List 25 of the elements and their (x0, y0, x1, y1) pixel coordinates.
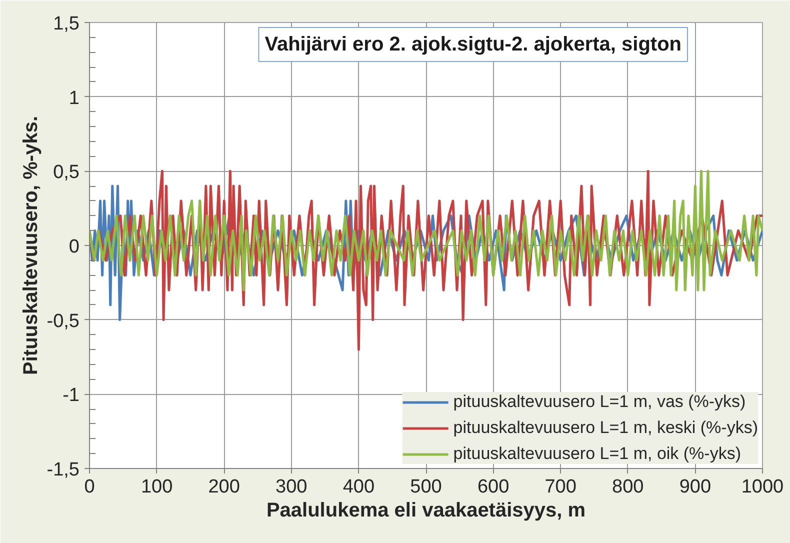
x-tick-label: 600 (477, 476, 510, 498)
legend-label: pituuskaltevuusero L=1 m, oik (%-yks) (453, 444, 741, 464)
x-tick-label: 400 (342, 476, 375, 498)
x-tick-label: 100 (140, 476, 173, 498)
x-tick-label: 0 (84, 476, 95, 498)
y-axis-title: Pituuskaltevuusero, %-yks. (20, 116, 42, 375)
x-axis-title: Paalulukema eli vaakaetäisyys, m (266, 500, 586, 522)
y-tick-label: -1,5 (46, 460, 80, 480)
y-tick-label: 1,5 (53, 14, 80, 34)
y-tick-label: 1 (68, 88, 80, 109)
x-tick-label: 500 (410, 476, 442, 498)
text: Vahijärvi ero 2. ajok.sigtu-2. ajokerta, sigton (264, 34, 682, 56)
x-tick-label: 900 (679, 476, 712, 498)
y-tick-label: 0,5 (53, 162, 80, 184)
x-tick-label: 700 (544, 476, 576, 498)
legend-label: pituuskaltevuusero L=1 m, keski (%-yks) (453, 418, 758, 438)
legend-label: pituuskaltevuusero L=1 m, vas (%-yks) (453, 392, 746, 412)
line-series (90, 170, 762, 292)
x-tick-label: 800 (612, 476, 644, 498)
y-tick-label: -1 (62, 385, 80, 406)
y-tick-label: -0,5 (46, 310, 80, 332)
x-tick-label: 1000 (741, 476, 784, 498)
y-tick-label: 0 (68, 236, 80, 258)
x-tick-label: 200 (208, 476, 240, 498)
x-tick-label: 300 (276, 476, 308, 498)
